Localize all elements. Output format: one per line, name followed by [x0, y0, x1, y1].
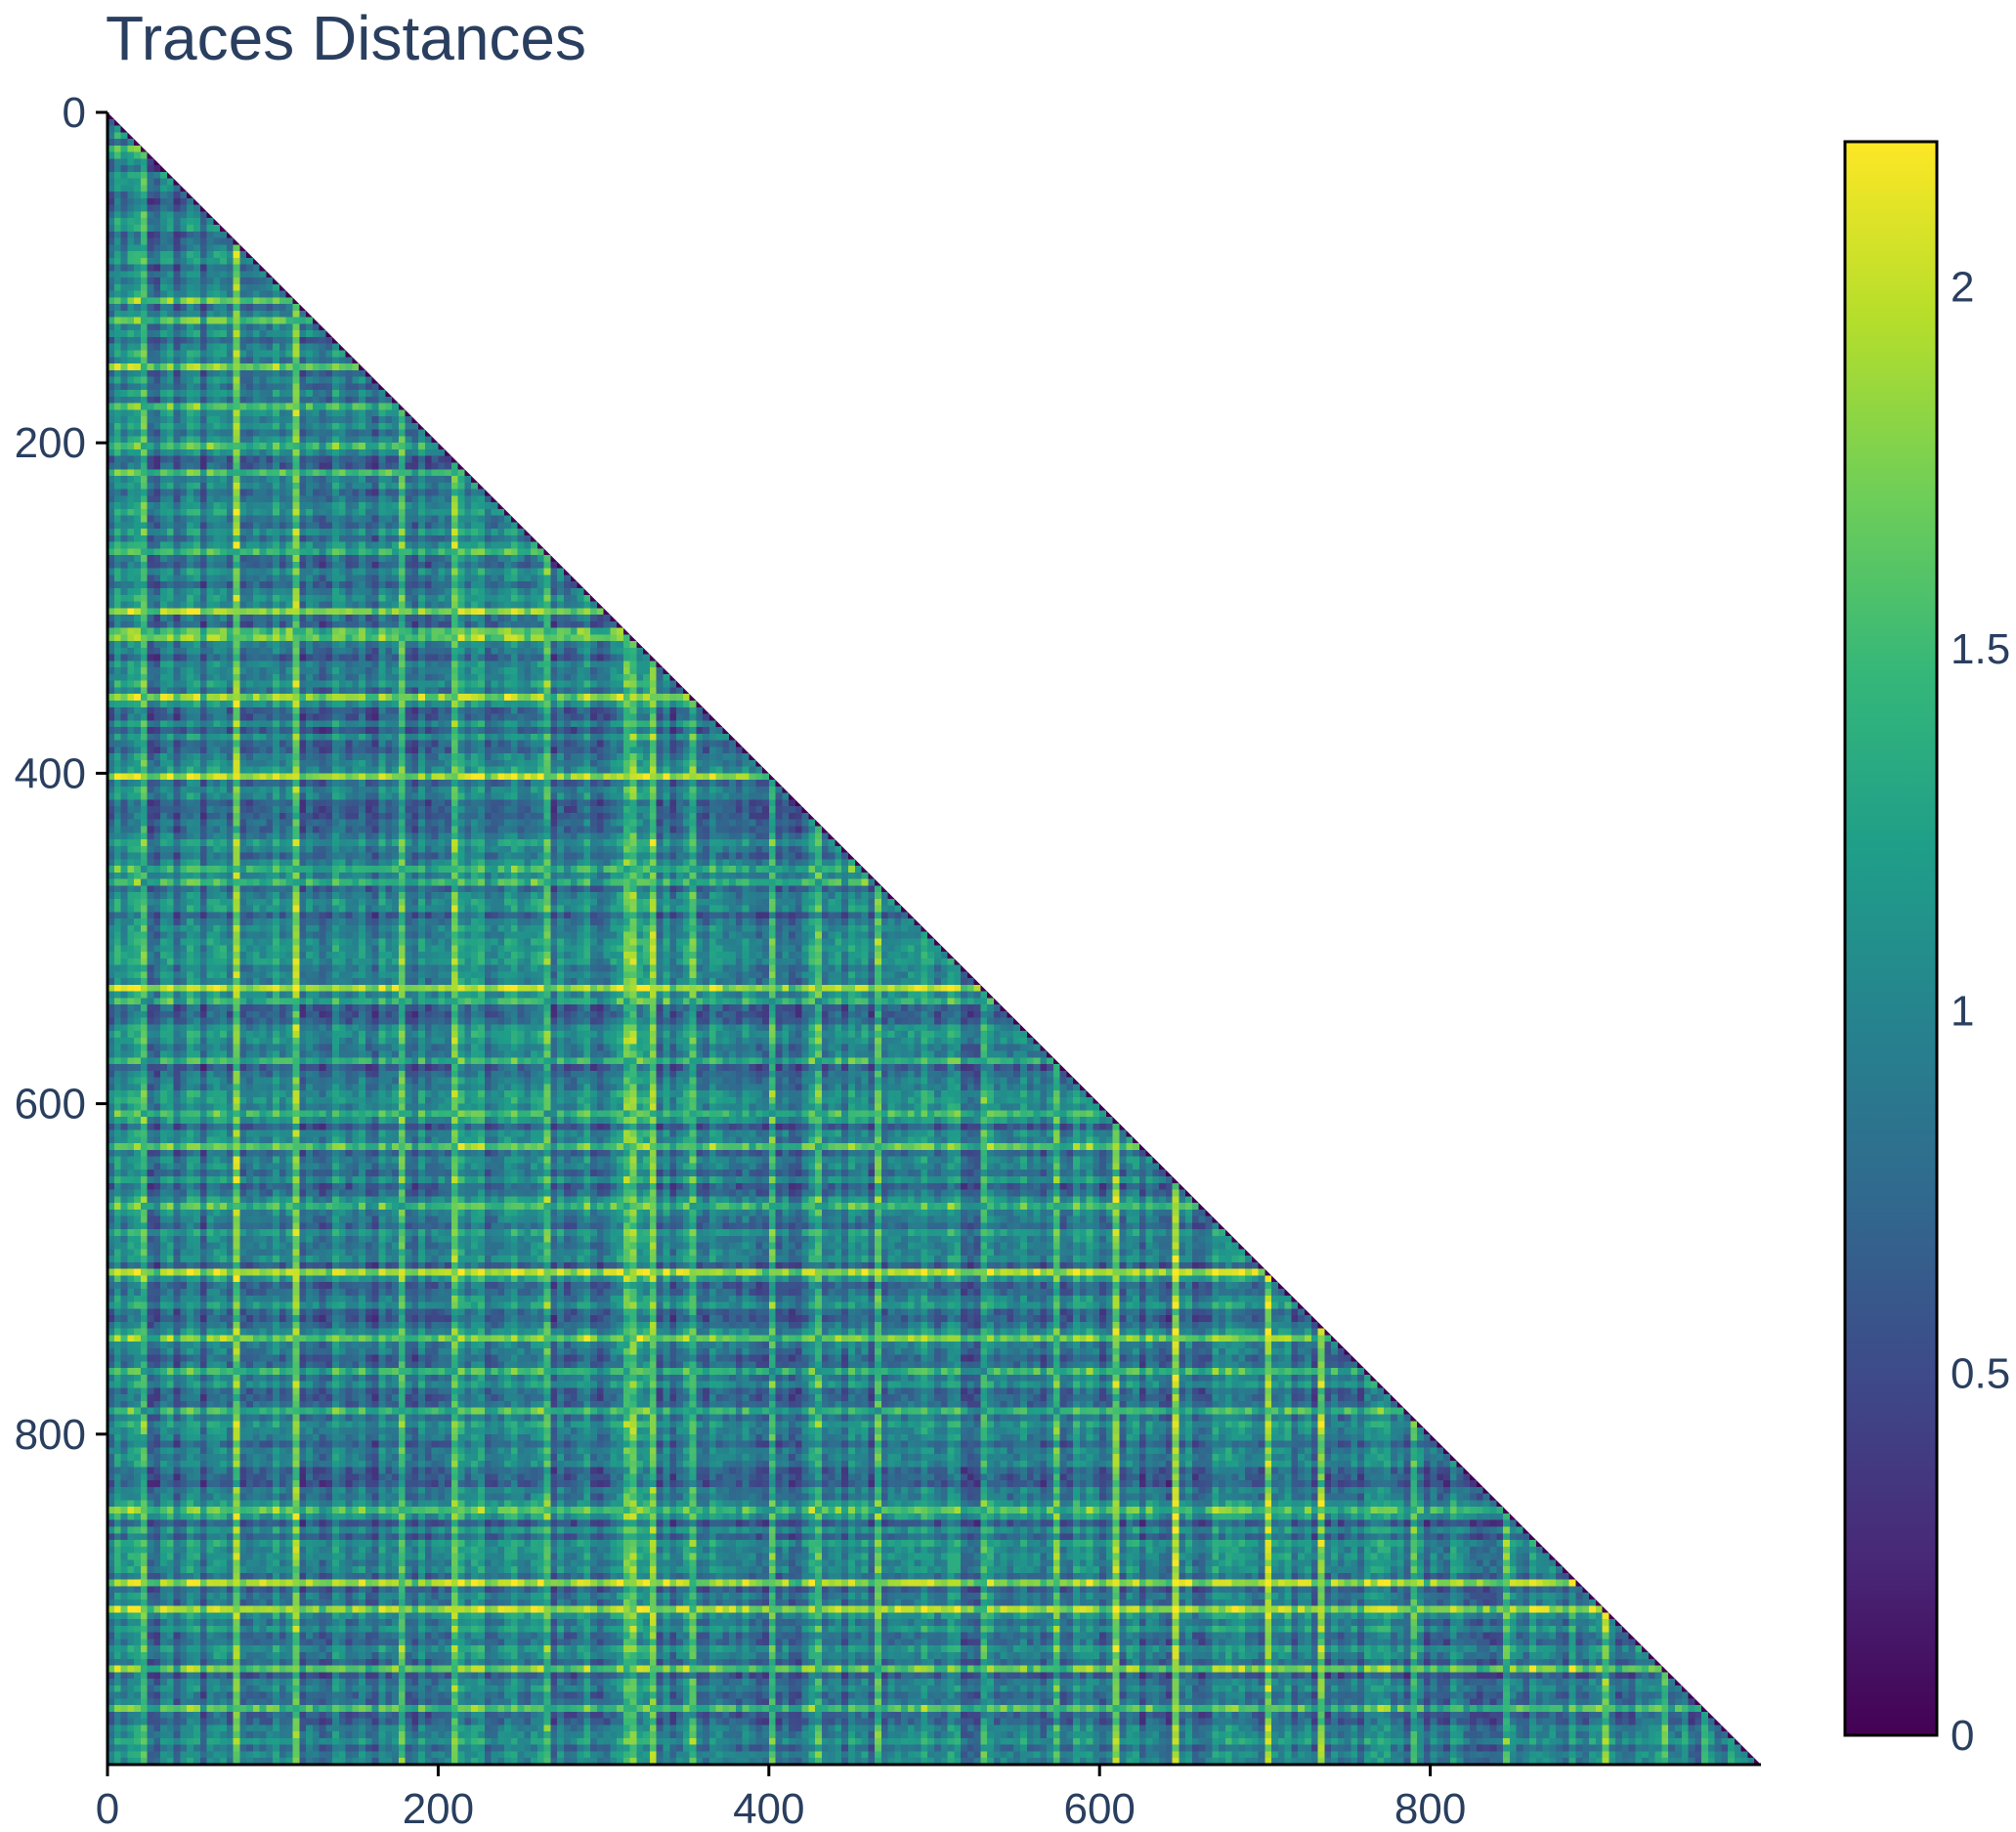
- y-tick-label: 600: [15, 1081, 86, 1129]
- x-tick-label: 400: [733, 1785, 804, 1832]
- y-tick-label: 400: [15, 749, 86, 797]
- heatmap-cells: [107, 112, 1761, 1765]
- heatmap-raster: [107, 112, 1761, 1765]
- y-tick-label: 200: [15, 419, 86, 467]
- x-axis-ticks: 0 200 400 600 800: [96, 1765, 1466, 1832]
- x-tick-label: 800: [1394, 1785, 1466, 1832]
- colorbar: 0 0.5 1 1.5 2: [1843, 140, 2010, 1760]
- x-tick-label: 600: [1063, 1785, 1135, 1832]
- y-axis-ticks: 0 200 400 600 800: [15, 89, 107, 1459]
- axes: [106, 112, 1761, 1767]
- y-tick-label: 800: [15, 1411, 86, 1459]
- colorbar-tick-label: 2: [1951, 263, 1974, 311]
- colorbar-tick-label: 1: [1951, 988, 1974, 1036]
- colorbar-tick-label: 1.5: [1951, 625, 2010, 673]
- x-tick-label: 200: [403, 1785, 474, 1832]
- chart-title: Traces Distances: [106, 3, 586, 73]
- x-tick-label: 0: [96, 1785, 119, 1832]
- y-tick-label: 0: [63, 89, 86, 137]
- colorbar-tick-label: 0: [1951, 1712, 1974, 1760]
- colorbar-gradient: [1843, 140, 1939, 1737]
- colorbar-tick-label: 0.5: [1951, 1349, 2010, 1397]
